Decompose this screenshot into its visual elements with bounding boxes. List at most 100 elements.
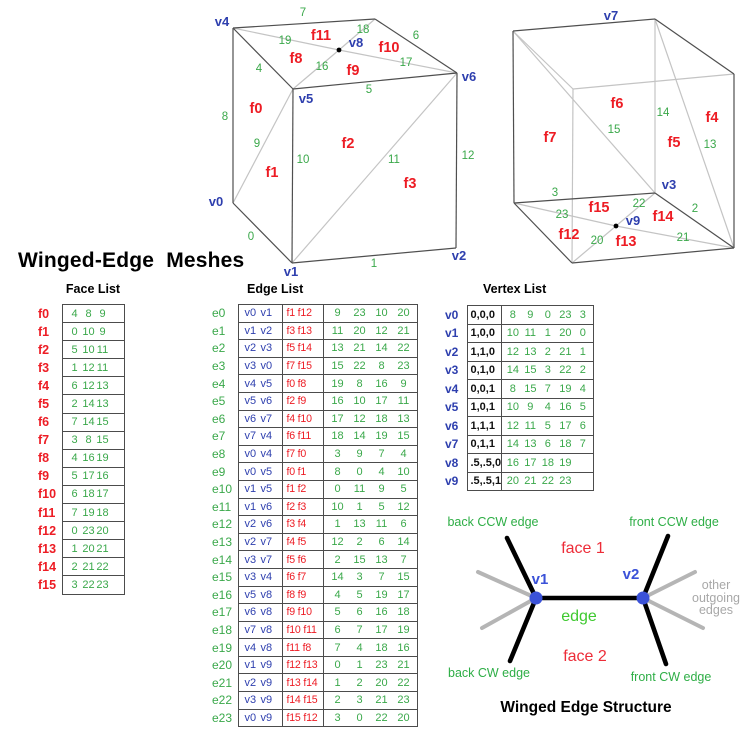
wing-edge-index: 13 <box>353 518 366 531</box>
edge-list-row: e18 v7 v8 f10 f11 6 7 17 19 <box>210 620 418 640</box>
edge-faces-cell: f9 f10 <box>281 603 324 622</box>
cube-edge-line <box>232 27 340 51</box>
edge-list-row: e2 v2 v3 f5 f14 13 21 14 22 <box>210 339 418 358</box>
cube-edge-line <box>571 88 574 264</box>
vertex-ref: v6 <box>260 395 273 408</box>
wing-edge-index: 0 <box>356 465 363 478</box>
edge-faces-cell: f1 f2 <box>281 479 324 499</box>
wing-edges-cell: 12 2 6 14 <box>322 532 418 552</box>
vertex-ref: v0 <box>244 307 257 320</box>
face-id-label: f9 <box>347 63 360 79</box>
wing-edge-index: 2 <box>334 694 341 707</box>
edge-list-row: e9 v0 v5 f0 f1 8 0 4 10 <box>210 462 418 481</box>
edge-list-row: e4 v4 v5 f0 f8 19 8 16 9 <box>210 374 418 393</box>
vertex-index: 1 <box>71 542 78 555</box>
face-list-row: f8 4 16 19 <box>36 448 125 468</box>
cube-edge-line <box>291 72 458 264</box>
structure-label: edges <box>699 603 733 617</box>
vertex-ref: v2 <box>244 676 257 689</box>
wing-edge-index: 1 <box>334 676 341 689</box>
edge-index: 13 <box>524 438 537 451</box>
vertex-index: 19 <box>82 506 95 519</box>
vertex-ref: v8 <box>260 606 273 619</box>
edge-faces-cell: f12 f13 <box>281 655 324 675</box>
edge-id-cell: e0 <box>212 306 226 321</box>
cube-edge-line <box>338 49 458 74</box>
edge-faces-cell: f8 f9 <box>281 585 324 605</box>
vertex-index: 5 <box>71 470 78 483</box>
edge-number-label: 15 <box>608 124 621 136</box>
wing-edges-cell: 8 0 4 10 <box>322 462 418 481</box>
wing-edge-line <box>504 535 539 601</box>
wing-edges-cell: 18 14 19 15 <box>322 427 418 446</box>
wing-edge-index: 23 <box>397 360 410 373</box>
wing-edge-index: 7 <box>400 553 407 566</box>
vertex-ref: v4 <box>244 641 257 654</box>
wing-edge-line <box>640 595 669 667</box>
vertex-edges-cell: 14 15 3 22 2 <box>501 360 595 380</box>
wing-edge-index: 20 <box>397 711 410 724</box>
wing-edge-index: 1 <box>356 659 363 672</box>
wing-edge-index: 21 <box>375 694 388 707</box>
edge-faces-cell: f0 f8 <box>281 374 324 393</box>
vertex-ref: v7 <box>244 430 257 443</box>
edge-id-cell: e2 <box>212 341 226 356</box>
wing-edge-index: 8 <box>356 377 363 390</box>
edge-vertices-cell: v7 v8 <box>237 620 283 640</box>
wing-edge-index: 0 <box>356 711 363 724</box>
wing-edge-index: 5 <box>334 606 341 619</box>
face-list-row: f9 5 17 16 <box>36 466 125 486</box>
vertex-ref: v8 <box>260 588 273 601</box>
cube-edge-line <box>232 202 293 264</box>
wing-edge-index: 17 <box>331 412 344 425</box>
wing-edges-cell: 1 2 20 22 <box>322 673 418 693</box>
cube-edge-line <box>232 88 294 204</box>
face-id-label: f8 <box>290 51 303 67</box>
vertex-id-cell: v5 <box>445 400 459 415</box>
vertex-ref: v8 <box>260 623 273 636</box>
winged-edge-structure-diagram: back CCW edge front CCW edge face 1 v1 v2 edg… <box>447 515 740 716</box>
wing-edge-index: 10 <box>353 395 366 408</box>
vertex-list-row: v2 1,1,0 12 13 2 21 1 <box>441 342 595 362</box>
vertex-index: 4 <box>71 452 78 465</box>
cube-edge-line <box>654 18 735 75</box>
cube-edge-line <box>654 18 735 249</box>
cube-edge-line <box>513 192 656 204</box>
face-id-label: f3 <box>404 176 417 192</box>
edge-index: 0 <box>544 308 551 321</box>
wing-edge-index: 17 <box>375 395 388 408</box>
structure-label: outgoing <box>692 591 740 605</box>
edge-number-label: 0 <box>248 231 254 243</box>
edge-number-label: 5 <box>366 84 372 96</box>
wing-edge-index: 15 <box>397 571 410 584</box>
wing-edges-cell: 1 13 11 6 <box>322 515 418 534</box>
edge-vertices-cell: v1 v2 <box>237 321 283 341</box>
edge-list-row: e20 v1 v9 f12 f13 0 1 23 21 <box>210 655 418 675</box>
edge-index: 8 <box>509 382 516 395</box>
wing-edge-index: 22 <box>375 711 388 724</box>
vertex-edges-cell: 8 9 0 23 3 <box>501 305 595 325</box>
vertex-ref: v4 <box>260 448 273 461</box>
wing-edge-index: 10 <box>331 500 344 513</box>
edge-number-label: 23 <box>556 209 569 221</box>
vertex-index: 10 <box>82 325 95 338</box>
edge-list-row: e22 v3 v9 f14 f15 2 3 21 23 <box>210 691 418 710</box>
edge-number-label: 7 <box>300 7 306 19</box>
edge-list-row: e0 v0 v1 f1 f12 9 23 10 20 <box>210 304 418 323</box>
wing-edges-cell: 3 0 22 20 <box>322 708 418 728</box>
edge-index: 19 <box>559 456 572 469</box>
wing-edges-cell: 2 15 13 7 <box>322 550 418 569</box>
vertex-index: 15 <box>96 434 109 447</box>
edge-vertices-cell: v1 v6 <box>237 497 283 517</box>
edge-index: 17 <box>524 456 537 469</box>
edge-list-header: Edge List <box>247 282 304 296</box>
edge-index: 12 <box>506 419 519 432</box>
edge-list-row: e21 v2 v9 f13 f14 1 2 20 22 <box>210 673 418 693</box>
vertex-index: 18 <box>82 488 95 501</box>
vertex-id-cell: v2 <box>445 344 459 359</box>
edge-id-cell: e11 <box>212 499 232 514</box>
vertex-id-cell: v1 <box>445 326 459 341</box>
vertex-ref: v9 <box>260 694 273 707</box>
